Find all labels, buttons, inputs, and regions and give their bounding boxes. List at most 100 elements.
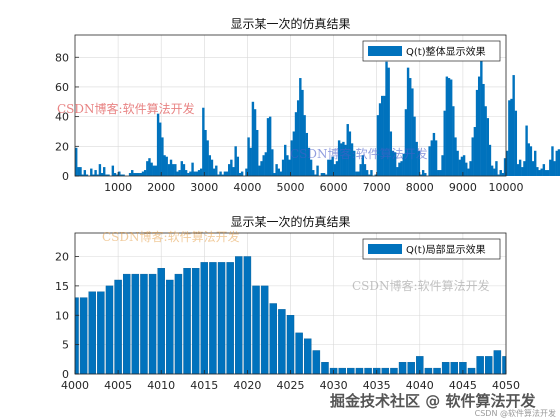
bar: [215, 165, 218, 176]
bar: [514, 110, 518, 176]
x-tick-label: 4030: [320, 379, 348, 392]
bar: [209, 262, 217, 375]
bar: [467, 168, 470, 176]
bar: [467, 367, 476, 375]
bar: [393, 152, 397, 176]
x-tick-label: 9000: [449, 181, 477, 194]
bar: [183, 268, 191, 375]
bar: [430, 140, 433, 176]
bar: [424, 367, 433, 375]
x-tick-label: 2000: [147, 181, 175, 194]
bar: [260, 161, 263, 176]
bar: [161, 137, 164, 176]
bar: [329, 159, 332, 176]
bar: [370, 170, 373, 176]
bar: [79, 167, 82, 176]
bar: [493, 350, 502, 375]
bar: [234, 146, 237, 176]
watermark-text: CSDN博客:软件算法开发: [290, 146, 428, 161]
bar: [286, 155, 289, 176]
bar: [445, 76, 449, 176]
bar: [146, 161, 149, 176]
bar: [284, 144, 287, 176]
bar: [374, 174, 377, 176]
legend-swatch: [368, 46, 402, 56]
bar: [450, 362, 459, 375]
bar: [411, 88, 414, 176]
bar: [348, 131, 352, 176]
bar: [542, 164, 546, 176]
bar: [189, 171, 192, 176]
bar: [226, 262, 234, 375]
x-tick-label: 6000: [320, 181, 348, 194]
bar: [433, 367, 441, 375]
bar-series: [75, 58, 560, 176]
bar: [100, 173, 104, 176]
bar: [407, 362, 415, 375]
bar: [191, 268, 200, 375]
bar: [378, 103, 382, 176]
bar: [544, 170, 548, 176]
bar: [180, 161, 183, 176]
bar: [327, 159, 330, 176]
bar: [275, 164, 278, 176]
bar: [486, 118, 490, 176]
bar: [131, 170, 134, 176]
bar: [476, 356, 484, 375]
bar: [424, 173, 427, 176]
bar: [187, 173, 190, 176]
bar: [331, 156, 334, 176]
bar: [258, 165, 261, 176]
bar: [279, 171, 283, 176]
x-tick-label: 7000: [363, 181, 391, 194]
bar: [365, 170, 369, 176]
bar: [413, 116, 416, 176]
x-tick-label: 5000: [277, 181, 305, 194]
bar: [456, 150, 459, 176]
bar: [409, 78, 412, 176]
bar: [458, 159, 461, 176]
bar: [238, 173, 242, 176]
watermark-layer: CSDN博客:软件算法开发 CSDN博客:软件算法开发 CSDN博客:软件算法开发 C…: [57, 101, 490, 293]
legend: Q(t)整体显示效果: [362, 40, 501, 62]
bar: [135, 173, 138, 176]
x-tick-label: 4015: [190, 379, 218, 392]
bar: [197, 170, 201, 176]
bar: [184, 170, 188, 176]
bar: [193, 171, 196, 176]
bar: [396, 167, 399, 176]
bar: [251, 101, 255, 176]
bar: [355, 171, 358, 176]
bar: [221, 174, 224, 176]
bar: [94, 170, 97, 176]
bar: [389, 131, 393, 176]
bar: [98, 164, 102, 176]
x-tick-label: 3000: [190, 181, 218, 194]
bar: [506, 150, 509, 176]
bar: [230, 159, 233, 176]
bar: [493, 168, 496, 176]
bar: [131, 273, 140, 375]
y-tick-label: 15: [55, 280, 69, 293]
bar: [385, 61, 388, 176]
x-tick-label: 4010: [147, 379, 175, 392]
bar: [477, 76, 481, 176]
bar: [447, 78, 451, 176]
bar: [419, 174, 423, 176]
bar: [256, 129, 259, 176]
bar: [335, 161, 339, 176]
x-tick-label: 4005: [104, 379, 132, 392]
bar: [148, 158, 151, 176]
bar: [316, 165, 319, 176]
bar: [404, 109, 408, 176]
bar: [452, 106, 455, 176]
bar: [357, 171, 360, 176]
y-tick-label: 40: [55, 111, 69, 124]
bar: [133, 173, 136, 176]
bar: [443, 110, 446, 176]
bar: [503, 158, 507, 176]
bar: [159, 122, 162, 176]
bar: [166, 279, 174, 375]
bar: [292, 131, 296, 176]
